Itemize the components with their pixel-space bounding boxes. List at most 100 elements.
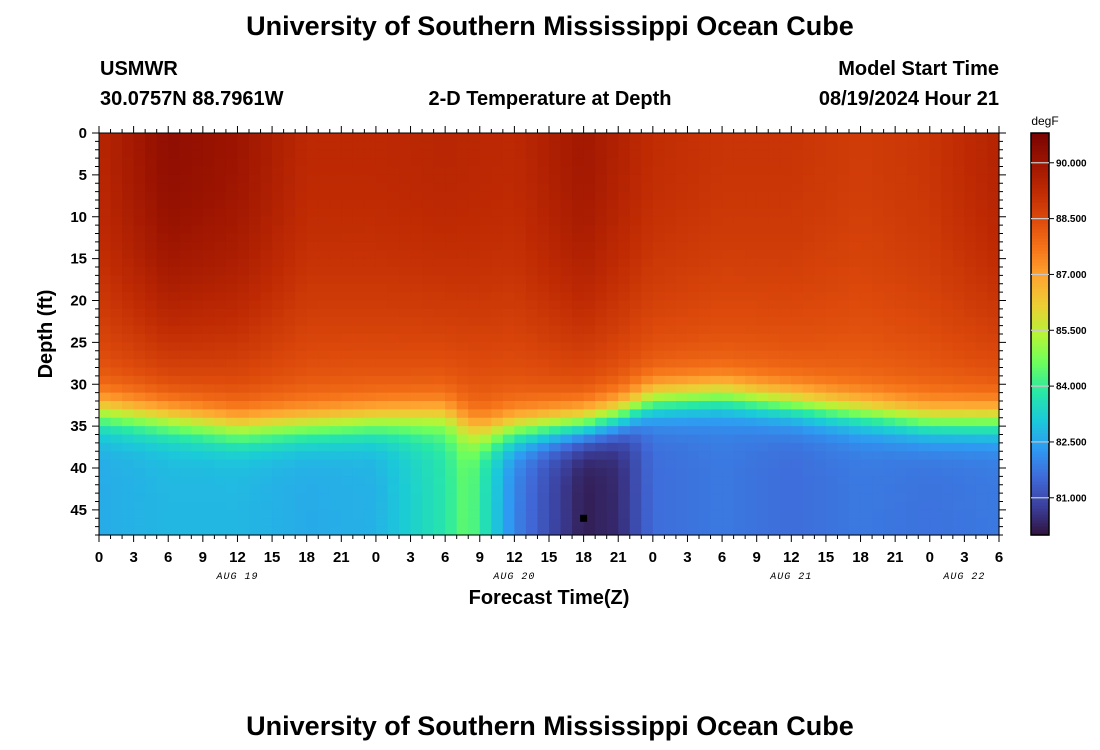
heatmap-cell [249,501,262,511]
heatmap-cell [133,434,146,444]
heatmap-cell [572,375,585,385]
heatmap-cell [537,208,550,218]
heatmap-cell [399,334,412,343]
heatmap-cell [410,384,423,394]
heatmap-cell [756,292,769,302]
heatmap-cell [895,208,908,218]
heatmap-cell [756,200,769,209]
heatmap-cell [145,292,158,302]
heatmap-cell [260,434,273,444]
heatmap-cell [641,208,654,218]
heatmap-cell [329,241,342,251]
heatmap-cell [525,300,539,310]
heatmap-cell [445,200,458,209]
heatmap-cell [802,216,815,226]
heatmap-cell [537,451,550,461]
heatmap-cell [456,141,469,151]
heatmap-cell [468,442,481,452]
heatmap-cell [675,442,689,452]
heatmap-cell [295,216,308,226]
heatmap-cell [687,233,700,243]
heatmap-cell [329,208,342,218]
heatmap-cell [306,501,319,511]
heatmap-cell [906,434,919,444]
heatmap-cell [364,509,377,519]
heatmap-cell [814,417,827,427]
heatmap-cell [122,191,135,201]
heatmap-cell [906,459,919,469]
heatmap-cell [306,334,319,343]
heatmap-cell [929,350,942,360]
heatmap-cell [422,208,435,218]
colorbar-cell [1031,253,1049,257]
heatmap-cell [364,451,377,461]
colorbar-cell [1031,514,1049,518]
heatmap-cell [860,484,873,494]
heatmap-cell [791,141,804,151]
heatmap-cell [341,459,354,469]
heatmap-cell [375,174,389,184]
heatmap-cell [99,367,112,377]
heatmap-cell [560,417,573,427]
heatmap-cell [618,484,631,494]
heatmap-cell [779,183,792,193]
heatmap-cell [895,149,908,159]
heatmap-cell [987,258,1000,268]
heatmap-cell [641,174,654,184]
heatmap-cell [145,493,158,503]
heatmap-cell [306,208,319,218]
heatmap-cell [491,518,504,528]
heatmap-cell [179,283,192,293]
heatmap-cell [387,267,400,276]
heatmap-cell [410,334,423,343]
heatmap-cell [122,166,135,176]
heatmap-cell [572,484,585,494]
heatmap-cell [318,225,331,235]
heatmap-cell [572,367,585,377]
heatmap-cell [479,191,492,201]
heatmap-cell [929,334,942,343]
heatmap-cell [814,442,827,452]
heatmap-cell [364,434,377,444]
heatmap-cell [802,300,815,310]
heatmap-cell [710,241,723,251]
heatmap-cell [445,174,458,184]
heatmap-cell [168,451,181,461]
heatmap-cell [237,283,250,293]
colorbar-cell [1031,238,1049,242]
heatmap-cell [641,367,654,377]
heatmap-cell [468,501,481,511]
heatmap-cell [399,241,412,251]
heatmap-cell [606,459,619,469]
heatmap-cell [906,484,919,494]
heatmap-cell [872,442,885,452]
colorbar-cell [1031,175,1049,179]
heatmap-cell [652,392,665,402]
heatmap-cell [341,526,354,536]
heatmap-cell [249,509,262,519]
colorbar-cell [1031,484,1049,488]
heatmap-cell [987,183,1000,193]
heatmap-cell [214,350,227,360]
heatmap-cell [168,183,181,193]
heatmap-cell [768,233,781,243]
heatmap-cell [318,426,331,436]
heatmap-cell [179,451,192,461]
heatmap-cell [479,317,492,327]
heatmap-cell [606,174,619,184]
heatmap-cell [779,375,792,385]
heatmap-cell [283,267,296,276]
heatmap-cell [629,283,642,293]
heatmap-cell [237,141,250,151]
heatmap-cell [387,417,400,427]
colorbar-cell [1031,301,1049,305]
heatmap-cell [422,518,435,528]
heatmap-cell [422,300,435,310]
heatmap-cell [756,308,769,318]
heatmap-cell [560,292,573,302]
heatmap-cell [329,501,342,511]
colorbar-cell [1031,358,1049,362]
heatmap-cell [352,484,365,494]
heatmap-cell [272,308,285,318]
heatmap-cell [122,241,135,251]
